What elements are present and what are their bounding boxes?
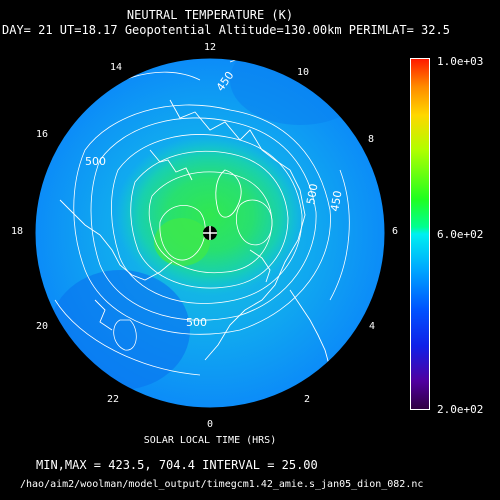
hour-label-22: 22 [106,394,120,405]
hour-label-10: 10 [296,67,310,78]
colorbar-max-label: 1.0e+03 [437,55,484,68]
contour-label: 450 [328,190,344,213]
map-boundary [34,57,386,409]
hour-label-8: 8 [367,134,375,145]
hour-label-14: 14 [109,62,123,73]
colorbar-min-label: 2.0e+02 [437,403,484,416]
hour-label-20: 20 [35,321,49,332]
polar-temperature-map: 450 500 500 450 500 [34,57,386,409]
plot-subtitle: DAY= 21 UT=18.17 Geopotential Altitude=1… [2,23,450,37]
land-outlines [59,99,331,369]
map-disc [35,58,385,408]
hour-label-2: 2 [303,394,311,405]
min-max-interval: MIN,MAX = 423.5, 704.4 INTERVAL = 25.00 [36,458,318,472]
pole-marker [203,226,217,240]
colorbar [410,58,430,410]
hour-label-16: 16 [35,129,49,140]
plot-title: NEUTRAL TEMPERATURE (K) [126,8,294,22]
contour-label: 500 [304,183,320,206]
hour-label-0: 0 [206,419,214,430]
hour-label-12: 12 [203,42,217,53]
x-axis-label: SOLAR LOCAL TIME (HRS) [143,435,277,446]
hour-label-6: 6 [391,226,399,237]
file-path: /hao/aim2/woolman/model_output/timegcm1.… [20,479,424,490]
hour-label-18: 18 [10,226,24,237]
colorbar-mid-label: 6.0e+02 [437,228,484,241]
hour-label-4: 4 [368,321,376,332]
contour-label: 500 [85,155,106,168]
contour-label: 500 [186,316,207,329]
